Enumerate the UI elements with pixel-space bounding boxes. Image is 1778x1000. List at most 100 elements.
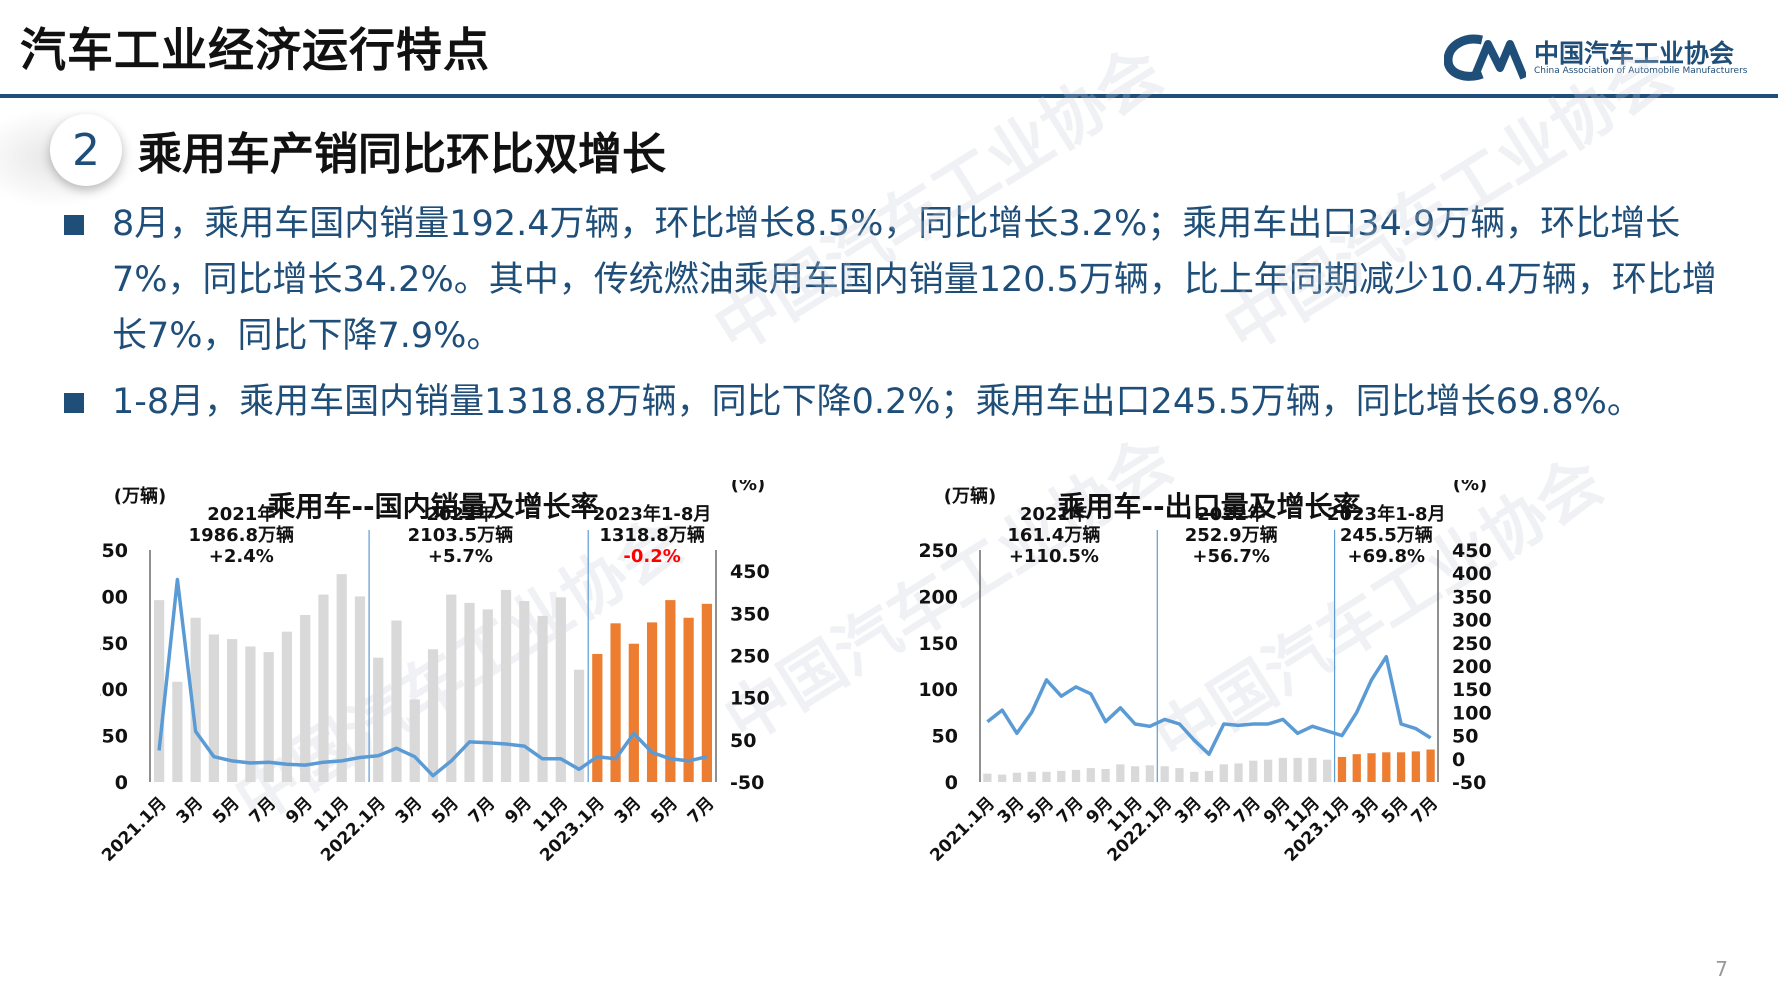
bar (208, 634, 220, 782)
bar (1042, 771, 1051, 782)
y-tick-label: 150 (100, 633, 128, 655)
y-tick-label: 50 (932, 726, 958, 748)
bar (701, 603, 712, 782)
x-tick-label: 5月 (428, 793, 463, 828)
x-tick-label: 3月 (173, 793, 208, 828)
section-title: 乘用车产销同比环比双增长 (138, 129, 666, 180)
bar (1263, 759, 1273, 782)
period-annotation: +110.5% (1009, 546, 1099, 567)
y2-tick-label: 350 (730, 603, 770, 625)
y2-tick-label: 150 (1452, 679, 1492, 701)
bar (482, 609, 493, 782)
bar (1337, 756, 1347, 782)
x-tick-label: 3月 (994, 793, 1029, 828)
period-annotation: 2022年 (426, 503, 494, 525)
x-tick-label: 5月 (647, 793, 682, 828)
x-tick-label: 3月 (1171, 793, 1206, 828)
bar (1130, 766, 1140, 782)
y2-tick-label: 250 (1452, 633, 1492, 655)
bar (1396, 752, 1406, 782)
bar (1308, 757, 1317, 782)
bar (427, 649, 439, 782)
bar (1278, 757, 1288, 782)
x-tick-label: 7月 (1230, 793, 1265, 828)
bar (1352, 754, 1361, 782)
bar (998, 774, 1007, 782)
period-annotation: 2103.5万辆 (408, 524, 513, 546)
bar (1367, 753, 1376, 782)
period-annotation: 2023年1-8月 (1327, 503, 1446, 525)
bar (555, 597, 566, 782)
bar (354, 596, 366, 782)
x-tick-label: 5月 (1023, 793, 1058, 828)
domestic-sales-chart: 乘用车--国内销量及增长率 (万辆) (%) 0 50 100 150 200 250 -50 50… (100, 480, 770, 866)
period-annotation: 2021年 (207, 503, 275, 525)
x-tick-label: 7月 (684, 793, 719, 828)
bar (646, 622, 658, 782)
bullet-text-1: 8月，乘用车国内销量192.4万辆，环比增长8.5%，同比增长3.2%；乘用车出… (112, 204, 1717, 356)
y2-tick-label: 200 (1452, 656, 1492, 678)
y-tick-label: 200 (100, 586, 128, 608)
y-tick-label: 100 (920, 679, 958, 701)
bar (281, 631, 293, 782)
bar (1057, 770, 1066, 782)
bar (1219, 764, 1228, 782)
y-axis-unit: (万辆) (944, 485, 996, 507)
bar (336, 574, 347, 782)
bar (983, 773, 992, 782)
y2-tick-label: 100 (1452, 702, 1492, 724)
bar (1293, 757, 1302, 782)
bar (318, 594, 329, 782)
y2-tick-label: 300 (1452, 610, 1492, 632)
bar (1204, 770, 1214, 782)
x-tick-label: 5月 (1201, 793, 1236, 828)
chart-title: 乘用车--国内销量及增长率 (267, 490, 598, 523)
bar (1175, 768, 1184, 782)
x-tick-label: 5月 (1378, 793, 1413, 828)
page-number: 7 (1715, 957, 1728, 981)
logo-text-en: China Association of Automobile Manufact… (1534, 66, 1748, 76)
bar (300, 614, 311, 782)
bar (1145, 765, 1155, 782)
bar (263, 652, 274, 782)
x-tick-label: 7月 (1408, 793, 1443, 828)
bar (610, 623, 621, 782)
period-annotation: 161.4万辆 (1007, 524, 1100, 546)
y2-tick-label: 250 (730, 645, 770, 667)
caam-logo: 中国汽车工业协会 China Association of Automobile… (1444, 30, 1747, 86)
bar (1071, 769, 1081, 782)
x-tick-label: 7月 (465, 793, 500, 828)
period-annotation: 245.5万辆 (1340, 524, 1433, 546)
bar (1012, 772, 1022, 782)
bar (391, 620, 402, 782)
bar (373, 657, 384, 782)
caam-logo-icon (1444, 34, 1526, 81)
period-annotation: +69.8% (1348, 546, 1426, 567)
period-annotation: 1986.8万辆 (189, 524, 294, 546)
bar (1086, 768, 1095, 782)
y2-axis-unit: (%) (731, 480, 766, 495)
bar (500, 589, 512, 782)
y2-tick-label: 450 (1452, 540, 1492, 562)
x-tick-label: 3月 (1349, 793, 1384, 828)
y2-tick-label: 350 (1452, 586, 1492, 608)
y2-tick-label: 50 (730, 730, 756, 752)
period-annotation: +56.7% (1192, 546, 1270, 567)
period-annotation: 2022年 (1197, 503, 1265, 525)
bar (1234, 763, 1243, 782)
bar (537, 615, 548, 782)
bar (446, 594, 457, 782)
bar (1101, 769, 1110, 782)
logo-text-cn: 中国汽车工业协会 (1534, 39, 1735, 68)
growth-line (986, 654, 1432, 756)
bar (409, 699, 420, 782)
bar (1116, 764, 1125, 782)
bar (464, 602, 475, 782)
bar (1027, 771, 1036, 782)
period-annotation: -0.2% (623, 546, 680, 567)
bullet-square-icon (64, 215, 84, 235)
y2-tick-label: 150 (730, 688, 770, 710)
y-tick-label: 250 (100, 540, 128, 562)
y-tick-label: 100 (100, 679, 128, 701)
period-annotation: 1318.8万辆 (599, 524, 704, 546)
